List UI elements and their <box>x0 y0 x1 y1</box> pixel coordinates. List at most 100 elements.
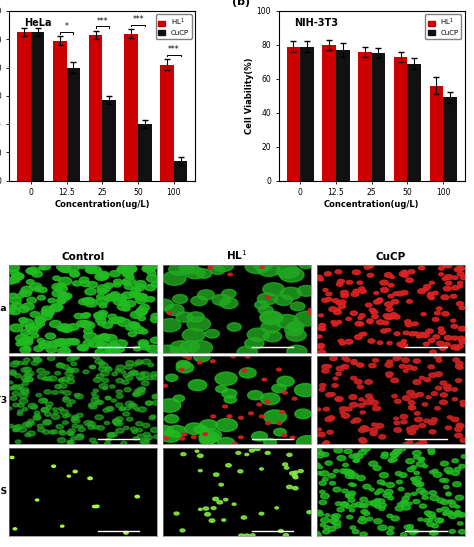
Circle shape <box>132 393 139 397</box>
Circle shape <box>12 273 24 280</box>
Circle shape <box>404 525 410 529</box>
Circle shape <box>8 381 13 384</box>
Circle shape <box>67 369 73 373</box>
Circle shape <box>316 408 320 411</box>
Circle shape <box>24 358 30 362</box>
Circle shape <box>110 292 119 297</box>
Circle shape <box>133 363 137 366</box>
Circle shape <box>394 399 401 403</box>
Circle shape <box>364 400 372 405</box>
Circle shape <box>360 497 367 502</box>
Circle shape <box>417 393 423 397</box>
Circle shape <box>332 383 338 387</box>
Circle shape <box>69 400 75 404</box>
Circle shape <box>91 392 96 395</box>
Circle shape <box>116 390 122 393</box>
Circle shape <box>72 415 79 420</box>
Circle shape <box>373 358 379 362</box>
Circle shape <box>61 325 73 333</box>
Circle shape <box>20 347 31 353</box>
Circle shape <box>344 470 352 474</box>
Circle shape <box>401 340 407 342</box>
Circle shape <box>444 510 453 515</box>
Circle shape <box>142 265 155 272</box>
Circle shape <box>336 301 341 305</box>
Circle shape <box>439 273 444 276</box>
Circle shape <box>59 430 64 433</box>
Circle shape <box>264 439 276 446</box>
Circle shape <box>428 292 434 296</box>
Bar <box>138 124 152 181</box>
Legend: HL$^1$, CuCP: HL$^1$, CuCP <box>425 14 461 39</box>
Circle shape <box>36 393 42 397</box>
Circle shape <box>52 290 64 297</box>
Circle shape <box>317 335 322 338</box>
Circle shape <box>106 294 118 301</box>
Circle shape <box>173 294 188 304</box>
Circle shape <box>391 516 399 521</box>
Circle shape <box>448 511 454 515</box>
Circle shape <box>53 408 58 411</box>
Circle shape <box>88 422 95 426</box>
Circle shape <box>412 451 421 456</box>
Circle shape <box>140 439 147 444</box>
Circle shape <box>278 529 283 532</box>
Circle shape <box>412 479 417 481</box>
Circle shape <box>429 350 437 354</box>
Circle shape <box>428 339 435 342</box>
Circle shape <box>116 428 124 433</box>
Circle shape <box>384 490 393 494</box>
Circle shape <box>276 368 281 371</box>
Circle shape <box>369 461 378 467</box>
Circle shape <box>328 526 336 531</box>
Circle shape <box>253 259 272 271</box>
Circle shape <box>138 316 146 321</box>
Bar <box>322 45 336 181</box>
Circle shape <box>71 417 78 421</box>
Circle shape <box>14 374 21 378</box>
Circle shape <box>54 339 66 346</box>
Circle shape <box>35 317 46 323</box>
Circle shape <box>257 403 262 406</box>
Circle shape <box>128 322 137 327</box>
Circle shape <box>353 453 360 457</box>
Circle shape <box>8 387 13 390</box>
Circle shape <box>146 401 152 405</box>
Circle shape <box>176 360 191 369</box>
Bar <box>67 67 80 181</box>
Circle shape <box>209 265 213 268</box>
Circle shape <box>387 531 394 535</box>
Circle shape <box>121 441 127 445</box>
Circle shape <box>125 401 134 406</box>
Circle shape <box>57 363 63 366</box>
Circle shape <box>59 378 64 381</box>
Circle shape <box>316 510 322 514</box>
Circle shape <box>431 524 438 528</box>
Circle shape <box>380 473 388 478</box>
Circle shape <box>19 306 29 312</box>
Circle shape <box>455 495 464 500</box>
Circle shape <box>346 515 353 519</box>
Circle shape <box>69 339 80 345</box>
Circle shape <box>277 376 294 387</box>
Circle shape <box>12 385 18 388</box>
Circle shape <box>325 417 333 422</box>
Circle shape <box>150 427 159 433</box>
Circle shape <box>430 531 438 535</box>
Circle shape <box>394 421 400 424</box>
Circle shape <box>19 398 28 404</box>
Circle shape <box>8 305 16 310</box>
Circle shape <box>136 360 143 364</box>
Circle shape <box>51 414 60 420</box>
Circle shape <box>264 410 287 423</box>
Circle shape <box>109 318 118 324</box>
Circle shape <box>251 534 255 537</box>
Circle shape <box>346 407 352 411</box>
Circle shape <box>80 321 92 328</box>
Circle shape <box>276 264 300 278</box>
Circle shape <box>406 458 414 464</box>
Circle shape <box>191 296 207 306</box>
Circle shape <box>239 534 244 537</box>
Circle shape <box>360 532 367 537</box>
Circle shape <box>82 322 95 329</box>
